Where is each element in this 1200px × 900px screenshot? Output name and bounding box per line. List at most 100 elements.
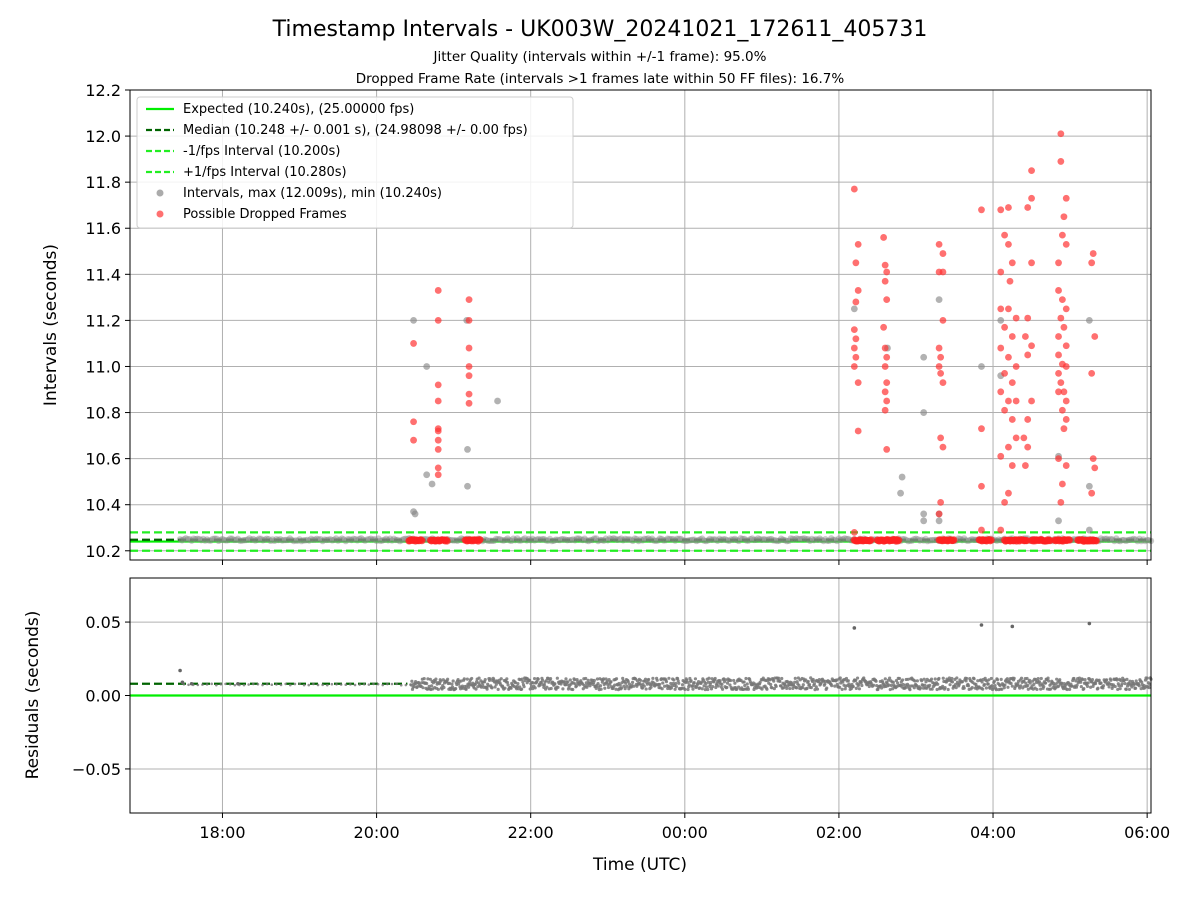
residual-point <box>896 681 900 685</box>
residual-point <box>716 684 720 688</box>
dropped-frame-point <box>1001 369 1008 377</box>
residual-point <box>930 687 934 691</box>
chart-title: Timestamp Intervals - UK003W_20241021_17… <box>272 17 928 42</box>
residual-point <box>1113 684 1117 689</box>
interval-point <box>340 536 348 543</box>
residual-point <box>680 683 685 687</box>
interval-point <box>521 535 529 542</box>
interval-point <box>548 537 556 545</box>
residual-point <box>674 685 678 689</box>
residual-point <box>809 686 813 690</box>
dropped-frame-point <box>854 379 862 386</box>
residual-point <box>704 685 709 689</box>
residual-point <box>1026 687 1030 691</box>
interval-point <box>535 535 542 543</box>
residual-point <box>459 679 463 683</box>
residual-point <box>689 679 693 683</box>
residual-point <box>1147 686 1151 690</box>
interval-point <box>837 536 845 544</box>
dropped-frame-point <box>1062 416 1070 423</box>
interval-point <box>673 535 681 543</box>
dropped-frame-point <box>978 206 985 214</box>
interval-point <box>619 537 627 544</box>
interval-point <box>1118 536 1126 544</box>
legend-median-label: Median (10.248 +/- 0.001 s), (24.98098 +… <box>183 123 528 138</box>
residual-point <box>982 682 987 687</box>
residual-point <box>857 682 861 686</box>
interval-point <box>546 535 554 543</box>
interval-point <box>743 537 750 544</box>
interval-point <box>354 537 361 544</box>
interval-point <box>1142 537 1149 545</box>
interval-point <box>843 535 850 543</box>
interval-point <box>259 537 267 544</box>
interval-point <box>514 535 521 542</box>
dropped-frame-point <box>434 287 442 294</box>
interval-point <box>1101 535 1108 543</box>
residual-point <box>794 686 799 690</box>
dropped-frame-point <box>880 234 888 241</box>
dropped-frame-point <box>852 298 860 306</box>
interval-point <box>733 536 741 544</box>
interval-point <box>196 535 203 543</box>
interval-point <box>423 363 431 370</box>
interval-point <box>294 537 301 544</box>
interval-point <box>1103 535 1110 543</box>
interval-point <box>226 535 234 542</box>
interval-point <box>918 536 925 543</box>
residual-point <box>950 680 955 684</box>
residual-point <box>1124 687 1128 691</box>
dropped-frame-point <box>883 268 891 276</box>
interval-point <box>1140 536 1147 543</box>
residual-point <box>941 676 945 680</box>
interval-point <box>693 537 700 545</box>
residual-point <box>1036 676 1040 681</box>
residual-point <box>312 682 315 686</box>
residual-point <box>793 676 797 680</box>
interval-point <box>1128 536 1135 543</box>
interval-point <box>648 535 656 542</box>
interval-point <box>698 535 706 542</box>
interval-point <box>533 536 540 543</box>
residual-point <box>187 683 190 687</box>
interval-point <box>922 535 929 543</box>
interval-point <box>1107 535 1114 543</box>
interval-point <box>261 536 269 543</box>
dropped-frame-point <box>465 344 473 352</box>
residual-point <box>960 680 964 684</box>
interval-point <box>928 537 935 544</box>
residual-point <box>642 684 646 688</box>
interval-point <box>257 535 265 543</box>
residual-point <box>1119 678 1123 683</box>
interval-point <box>916 537 924 544</box>
residual-point <box>1055 677 1059 681</box>
interval-point <box>273 535 280 543</box>
residual-point <box>422 677 426 681</box>
interval-point <box>369 536 376 543</box>
residual-point <box>718 679 722 683</box>
dropped-frame-point <box>434 464 442 472</box>
dropped-frame-point <box>1089 455 1097 463</box>
dropped-frame-point <box>465 316 473 324</box>
residual-point <box>807 682 812 687</box>
dropped-frame-point <box>937 369 945 377</box>
interval-point <box>802 536 810 543</box>
residual-point <box>518 685 522 689</box>
residual-point <box>923 683 927 687</box>
dropped-frame-point <box>1001 499 1008 506</box>
interval-point <box>768 535 775 543</box>
interval-point <box>758 536 766 543</box>
interval-point <box>643 535 650 543</box>
dropped-frame-point <box>935 363 943 370</box>
residual-point <box>362 682 366 686</box>
residual-point <box>733 681 737 685</box>
dropped-frame-point <box>939 379 947 386</box>
interval-point <box>824 537 831 544</box>
residual-point <box>867 684 871 689</box>
interval-point <box>997 316 1005 324</box>
dropped-frame-point <box>881 406 889 414</box>
dropped-frame-point <box>881 261 889 269</box>
residual-point <box>852 626 857 630</box>
dropped-frame-point <box>1065 536 1074 544</box>
dropped-frame-point <box>434 316 442 324</box>
